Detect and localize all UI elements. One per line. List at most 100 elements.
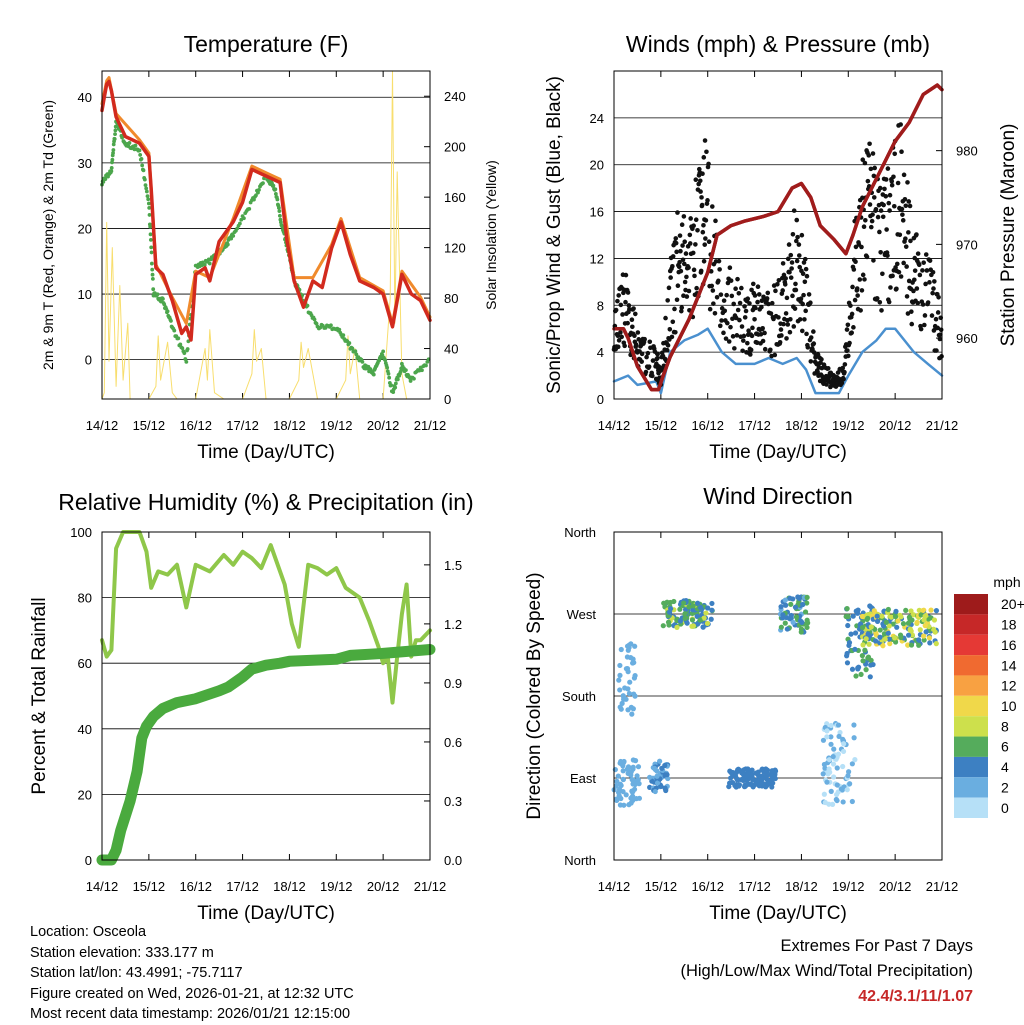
p4-direction-point [900,621,907,627]
p4-xtick-label: 19/12 [832,879,865,894]
colorbar-swatch [954,716,988,737]
p2-gust-point [709,204,715,209]
p2-gust-point [872,165,877,171]
p2-gust-point [639,359,644,364]
p2-gust-point [697,178,703,184]
p2-gust-point [860,157,866,163]
p1-y2tick-label: 240 [444,89,466,104]
p2-gust-point [880,271,885,277]
p2-gust-point [889,182,895,188]
p2-gust-point [693,177,699,183]
p2-gust-point [742,315,748,320]
p4-direction-point [686,604,692,610]
winds-ylabel-right: Station Pressure (Maroon) [998,124,1019,347]
p2-gust-point [862,160,868,166]
p4-direction-point [617,687,623,693]
p2-gust-point [667,326,673,332]
p2-gust-point [753,305,758,311]
p1-series-2-point [404,368,408,373]
p2-gust-point [677,233,683,238]
p2-gust-point [902,197,908,202]
p2-gust-point [811,329,816,334]
p2-gust-point [882,186,887,192]
p2-gust-point [841,376,846,382]
p2-gust-point [625,320,630,326]
p2-gust-point [802,279,808,285]
p2-gust-point [765,290,771,296]
p1-series-2-point [142,177,147,182]
colorbar-swatch [954,695,988,717]
p1-series-2-point [149,250,154,255]
p4-direction-point [647,774,653,780]
p1-series-2-point [139,156,144,161]
p4-direction-point [860,642,866,648]
p1-series-2-point [312,317,317,322]
p2-gust-point [889,178,895,184]
p2-gust-point [682,279,688,285]
p2-gust-point [909,309,914,314]
p1-series-2-point [329,323,333,328]
p2-gust-point [802,317,807,322]
p4-direction-point [784,626,790,632]
p1-series-2-point [144,186,149,191]
p2-gust-point [694,285,699,291]
p4-direction-point [792,604,799,610]
p1-series-2-point [151,287,156,292]
p1-series-2-point [350,346,355,351]
p4-direction-point [704,620,711,627]
p2-gust-point [920,302,926,307]
p1-ytick-label: 30 [78,156,92,171]
colorbar-swatch [954,797,988,818]
p4-direction-point [874,613,880,619]
p4-direction-point [898,614,904,620]
p2-gust-point [635,330,641,335]
p4-direction-point [681,600,687,606]
p2-gust-point [756,292,762,297]
p1-series-2-point [337,327,342,332]
p4-direction-point [627,679,633,685]
p1-series-2-point [393,381,398,386]
p4-direction-point [677,606,683,612]
p4-direction-point [625,686,631,692]
p2-gust-point [904,264,909,269]
p2-gust-point [679,305,685,310]
p2-gust-point [867,141,872,147]
p1-series-2-point [147,206,152,210]
p4-direction-point [892,635,898,641]
p4-direction-point [841,741,847,747]
p2-gust-point [650,358,656,363]
p4-direction-point [631,691,637,697]
p2-gust-point [647,339,653,345]
p4-direction-point [892,613,899,620]
p4-direction-point [866,641,872,647]
p2-gust-point [749,333,755,339]
p4-direction-point [690,607,696,613]
colorbar-swatch [954,594,988,615]
p3-y2tick-label: 0.0 [444,853,462,868]
p1-series-2-point [237,221,242,226]
p2-gust-point [780,288,785,293]
p4-direction-point [845,773,851,779]
p2-gust-point [769,300,775,306]
p2-gust-point [870,151,876,156]
p2-gust-point [788,252,794,258]
p2-gust-point [914,286,920,291]
p2-gust-point [664,347,670,353]
p1-series-2-point [143,183,148,188]
p4-direction-point [870,661,876,668]
p2-ytick-label: 20 [590,158,604,173]
p4-direction-point [847,781,853,787]
p1-series-2-point [277,213,282,218]
p4-direction-point [834,791,840,798]
extremes-title: Extremes For Past 7 Days [780,937,973,955]
p2-gust-point [874,296,880,301]
p1-series-2-point [150,267,155,272]
p2-gust-point [929,313,935,318]
p4-direction-point [921,617,927,623]
p1-series-2-point [371,372,376,377]
p4-direction-point [665,775,671,782]
p2-gust-point [692,273,697,279]
p4-direction-point [649,778,655,784]
p3-ytick-label: 0 [85,853,92,868]
